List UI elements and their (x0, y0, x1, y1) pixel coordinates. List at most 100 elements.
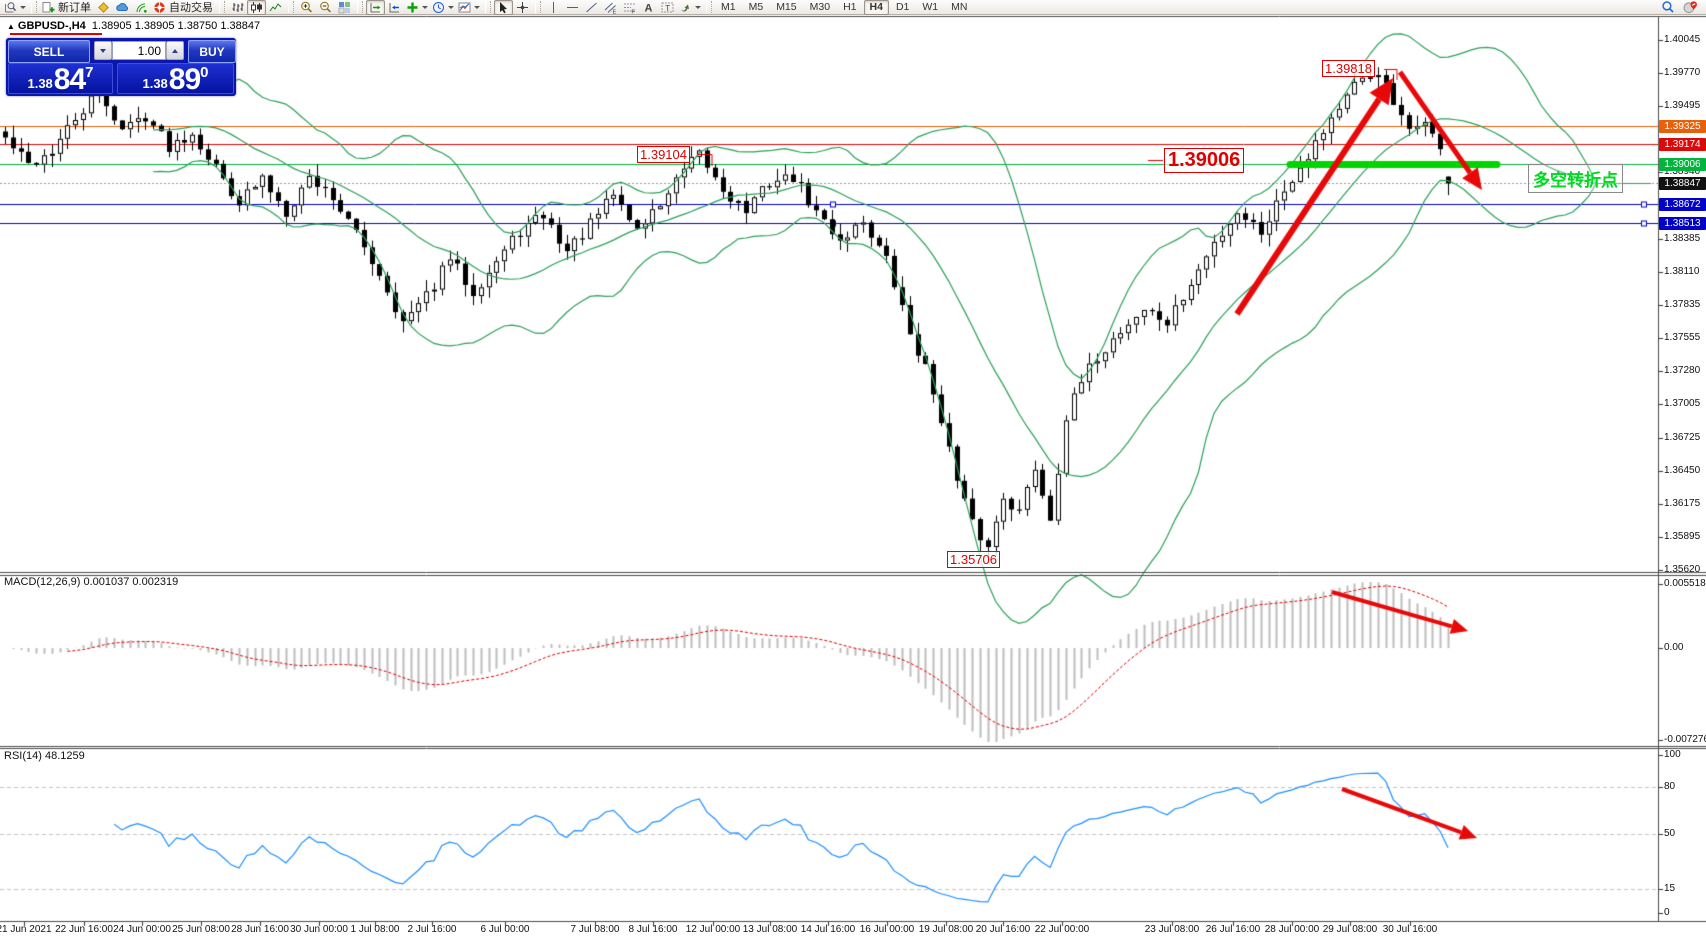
timeframe-button-m1[interactable]: M1 (721, 1, 736, 13)
buy-price-display[interactable]: 1.38 89 0 (117, 63, 234, 95)
time-axis-label: 2 Jul 16:00 (407, 924, 457, 935)
chart-shift-icon[interactable] (366, 0, 385, 15)
collapse-triangle-icon[interactable]: ▲ (7, 22, 15, 31)
candlestick-mode-icon[interactable] (247, 0, 266, 15)
time-axis-label: 12 Jul 00:00 (685, 924, 741, 935)
rsi-axis-label: 15 (1664, 883, 1676, 895)
timeframe-button-m30[interactable]: M30 (809, 1, 831, 13)
price-label-annotation[interactable]: 1.35706 (947, 551, 1000, 568)
toolbar-separator (357, 1, 363, 13)
tile-windows-icon[interactable] (335, 0, 354, 15)
timeframe-bar: M1 M5 M15 M30 H1 H4 D1 W1 MN (715, 0, 973, 15)
chart-zoom-menu-icon[interactable] (2, 0, 28, 15)
autotrading-button[interactable]: 自动交易 (151, 0, 216, 15)
price-axis-tick: 1.36175 (1664, 497, 1701, 509)
toolbar-right-group (1658, 0, 1704, 15)
profile-cloud-icon[interactable] (113, 0, 132, 15)
time-axis-label: 23 Jul 08:00 (1144, 924, 1200, 935)
search-icon[interactable] (1658, 0, 1677, 15)
timeframe-button-h1[interactable]: H1 (843, 1, 857, 13)
volume-input[interactable] (112, 41, 166, 60)
periods-button[interactable] (430, 0, 456, 15)
pivot-note-annotation[interactable]: 多空转折点 (1528, 164, 1623, 193)
chevron-down-icon (422, 5, 428, 9)
price-label-annotation[interactable]: 1.39818 (1322, 60, 1375, 77)
price-axis-tick: 1.35620 (1664, 564, 1701, 575)
price-axis-tick: 1.39770 (1664, 66, 1701, 78)
price-axis-tick: 1.38110 (1664, 265, 1700, 277)
horizontal-line-tool-icon[interactable] (563, 0, 582, 15)
toolbar-separator (288, 1, 294, 13)
level-price-badge: 1.38672 (1659, 197, 1706, 211)
time-axis-label: 16 Jul 00:00 (859, 924, 915, 935)
price-axis-tick: 1.36450 (1664, 464, 1701, 476)
bar-chart-mode-icon[interactable] (228, 0, 247, 15)
chart-title: ▲ GBPUSD-,H4 1.38905 1.38905 1.38750 1.38… (7, 20, 260, 32)
level-price-badge: 1.39174 (1659, 137, 1706, 151)
market-watch-icon[interactable] (94, 0, 113, 15)
line-chart-mode-icon[interactable] (266, 0, 285, 15)
time-axis-label: 20 Jul 16:00 (975, 924, 1031, 935)
time-axis-label: 19 Jul 08:00 (918, 924, 974, 935)
volume-increment-button[interactable] (166, 41, 184, 60)
vertical-line-tool-icon[interactable] (544, 0, 563, 15)
crosshair-tool-icon[interactable] (513, 0, 532, 15)
timeframe-button-w1[interactable]: W1 (922, 1, 939, 13)
price-label-annotation[interactable]: 1.39006 (1164, 148, 1245, 173)
sell-price-display[interactable]: 1.38 84 7 (8, 63, 113, 96)
timeframe-button-h4[interactable]: H4 (863, 0, 889, 15)
price-axis-tick: 1.37555 (1664, 332, 1701, 344)
svg-text:F: F (632, 9, 636, 14)
time-axis-label: 22 Jun 16:00 (55, 924, 113, 935)
price-axis-tick: 1.38940 (1664, 166, 1701, 178)
arrows-tool-button[interactable] (677, 0, 703, 15)
fibonacci-tool-icon[interactable]: F (620, 0, 639, 15)
svg-text:E: E (613, 9, 617, 14)
buy-button[interactable]: BUY (188, 40, 236, 63)
timeframe-button-m5[interactable]: M5 (748, 1, 764, 13)
price-label-annotation[interactable]: 1.39104 (637, 146, 690, 163)
volume-decrement-button[interactable] (94, 41, 112, 60)
text-label-tool-icon[interactable]: T (658, 0, 677, 15)
price-axis-tick: 1.37835 (1664, 298, 1701, 310)
chevron-down-icon (448, 5, 454, 9)
chevron-down-icon (695, 5, 701, 9)
timeframe-button-d1[interactable]: D1 (895, 1, 910, 13)
toolbar-separator (485, 1, 491, 13)
price-axis-tick: 1.35895 (1664, 531, 1701, 543)
price-axis-tick: 1.36725 (1664, 431, 1701, 443)
zoom-in-icon[interactable] (297, 0, 316, 15)
add-indicator-button[interactable] (404, 0, 430, 15)
signals-icon[interactable] (132, 0, 151, 15)
zoom-out-icon[interactable] (316, 0, 335, 15)
template-button[interactable] (456, 0, 482, 15)
toolbar-separator (31, 1, 37, 13)
rsi-axis-label: 0 (1664, 907, 1670, 918)
timeframe-button-m15[interactable]: M15 (776, 1, 797, 13)
macd-indicator-label: MACD(12,26,9) 0.001037 0.002319 (4, 576, 179, 588)
red-underline-annotation[interactable] (10, 33, 102, 35)
trendline-tool-icon[interactable] (582, 0, 601, 15)
buy-price-pip: 0 (200, 64, 209, 81)
ohlc-readout: 1.38905 1.38905 1.38750 1.38847 (91, 20, 261, 32)
time-axis-label: 28 Jul 00:00 (1264, 924, 1320, 935)
notification-icon[interactable] (1681, 0, 1700, 15)
price-axis-tick: 1.39495 (1664, 99, 1701, 111)
auto-scroll-icon[interactable] (385, 0, 404, 15)
level-price-badge: 1.38513 (1659, 216, 1706, 230)
channel-tool-icon[interactable]: E (601, 0, 620, 15)
text-tool-icon[interactable]: A (639, 0, 658, 15)
sell-button[interactable]: SELL (8, 40, 90, 63)
macd-axis-min: -0.007276 (1664, 734, 1706, 745)
timeframe-button-mn[interactable]: MN (951, 1, 968, 13)
time-axis-label: 22 Jul 00:00 (1034, 924, 1090, 935)
toolbar-separator (535, 1, 541, 13)
svg-text:T: T (665, 3, 670, 12)
time-axis-label: 25 Jun 08:00 (172, 924, 230, 935)
sell-price-main: 84 (53, 63, 86, 96)
new-order-button[interactable]: 新订单 (40, 0, 94, 15)
cursor-tool-icon[interactable] (494, 0, 513, 15)
